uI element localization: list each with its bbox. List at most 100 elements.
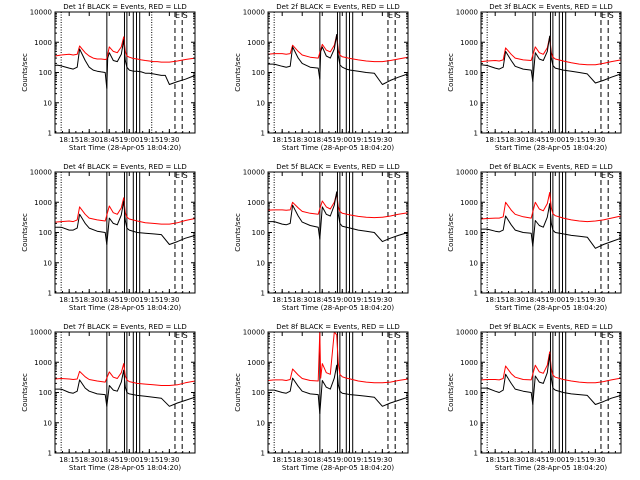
y-tick-label: 1000 (247, 359, 265, 367)
x-axis-label: Start Time (28-Apr-05 18:04:20) (495, 144, 607, 152)
series-lld-line (267, 34, 409, 63)
y-tick-label: 10 (469, 99, 478, 107)
y-tick-label: 10000 (30, 9, 52, 17)
series-events-line (55, 200, 196, 245)
x-tick-label: 19:30 (159, 296, 179, 304)
y-tick-label: 10 (43, 259, 52, 267)
panel-flags: E S (388, 171, 401, 180)
x-tick-label: 19:00 (332, 456, 352, 464)
y-tick-label: 10 (469, 259, 478, 267)
x-tick-label: 19:00 (545, 296, 565, 304)
y-tick-label: 1 (474, 290, 478, 298)
y-tick-label: 1 (474, 130, 478, 138)
x-tick-label: 18:45 (99, 296, 119, 304)
x-tick-label: 18:45 (525, 136, 545, 144)
y-axis-label: Counts/sec (21, 53, 29, 92)
x-tick-label: 19:30 (159, 136, 179, 144)
x-tick-label: 19:30 (585, 296, 605, 304)
x-tick-label: 19:30 (159, 456, 179, 464)
panel-flags: E S (175, 331, 188, 340)
y-axis-label: Counts/sec (234, 213, 242, 252)
y-axis-label: Counts/sec (21, 213, 29, 252)
x-tick-label: 18:30 (79, 296, 99, 304)
y-tick-label: 100 (39, 229, 52, 237)
y-tick-label: 10000 (456, 169, 478, 177)
x-tick-label: 18:30 (79, 136, 99, 144)
panel-flags: E S (601, 171, 614, 180)
series-lld-line (54, 36, 196, 63)
panel-flags: E S (388, 331, 401, 340)
x-axis-label: Start Time (28-Apr-05 18:04:20) (495, 304, 607, 312)
x-tick-label: 18:45 (525, 456, 545, 464)
y-tick-label: 1000 (460, 199, 478, 207)
y-axis-label: Counts/sec (234, 53, 242, 92)
x-tick-label: 18:15 (59, 136, 79, 144)
y-tick-label: 1000 (34, 199, 52, 207)
panel-title: Det 5f BLACK = Events, RED = LLD (276, 163, 399, 171)
y-tick-label: 1000 (247, 199, 265, 207)
y-tick-label: 10000 (243, 9, 265, 17)
x-tick-label: 19:00 (119, 456, 139, 464)
y-tick-label: 100 (465, 229, 478, 237)
y-tick-label: 1000 (460, 39, 478, 47)
plot-frame (480, 171, 622, 294)
y-tick-label: 10000 (456, 329, 478, 337)
panel-title: Det 8f BLACK = Events, RED = LLD (276, 323, 399, 331)
x-axis-label: Start Time (28-Apr-05 18:04:20) (282, 464, 394, 472)
panel-title: Det 7f BLACK = Events, RED = LLD (63, 323, 186, 331)
panel-title: Det 9f BLACK = Events, RED = LLD (489, 323, 612, 331)
x-tick-label: 18:30 (292, 456, 312, 464)
x-tick-label: 19:15 (565, 296, 585, 304)
x-tick-label: 18:45 (312, 136, 332, 144)
x-tick-label: 18:30 (292, 296, 312, 304)
x-tick-label: 19:15 (352, 296, 372, 304)
x-tick-label: 18:15 (485, 456, 505, 464)
x-tick-label: 19:15 (565, 136, 585, 144)
y-tick-label: 10000 (30, 329, 52, 337)
y-tick-label: 1000 (247, 39, 265, 47)
plot-frame (54, 331, 196, 454)
y-tick-label: 100 (252, 69, 265, 77)
x-tick-label: 18:15 (272, 296, 292, 304)
plot-frame (54, 171, 196, 294)
y-tick-label: 10000 (30, 169, 52, 177)
y-tick-label: 1000 (34, 39, 52, 47)
y-tick-label: 100 (39, 69, 52, 77)
x-tick-label: 19:00 (545, 136, 565, 144)
y-tick-label: 100 (465, 389, 478, 397)
series-events-line (480, 35, 622, 84)
x-tick-label: 19:15 (565, 456, 585, 464)
x-tick-label: 18:30 (505, 456, 525, 464)
x-tick-label: 18:45 (525, 296, 545, 304)
x-tick-label: 18:45 (312, 456, 332, 464)
x-tick-label: 18:30 (505, 136, 525, 144)
y-tick-label: 10000 (456, 9, 478, 17)
x-tick-label: 18:15 (59, 296, 79, 304)
x-tick-label: 18:45 (99, 456, 119, 464)
x-axis-label: Start Time (28-Apr-05 18:04:20) (282, 144, 394, 152)
y-tick-label: 1 (48, 450, 52, 458)
x-tick-label: 19:00 (545, 456, 565, 464)
y-tick-label: 10 (256, 259, 265, 267)
x-tick-label: 19:30 (372, 296, 392, 304)
series-events-line (55, 369, 196, 407)
panel-title: Det 4f BLACK = Events, RED = LLD (63, 163, 186, 171)
series-lld-line (480, 351, 622, 384)
series-lld-line (54, 197, 196, 225)
x-tick-label: 19:15 (139, 136, 159, 144)
panel-title: Det 3f BLACK = Events, RED = LLD (489, 3, 612, 11)
x-tick-label: 19:15 (352, 136, 372, 144)
series-events-line (481, 354, 622, 405)
series-events-line (268, 34, 409, 85)
x-tick-label: 18:45 (312, 296, 332, 304)
panel-title: Det 1f BLACK = Events, RED = LLD (63, 3, 186, 11)
x-tick-label: 18:15 (485, 136, 505, 144)
series-events-line (268, 364, 409, 415)
x-tick-label: 18:15 (59, 456, 79, 464)
